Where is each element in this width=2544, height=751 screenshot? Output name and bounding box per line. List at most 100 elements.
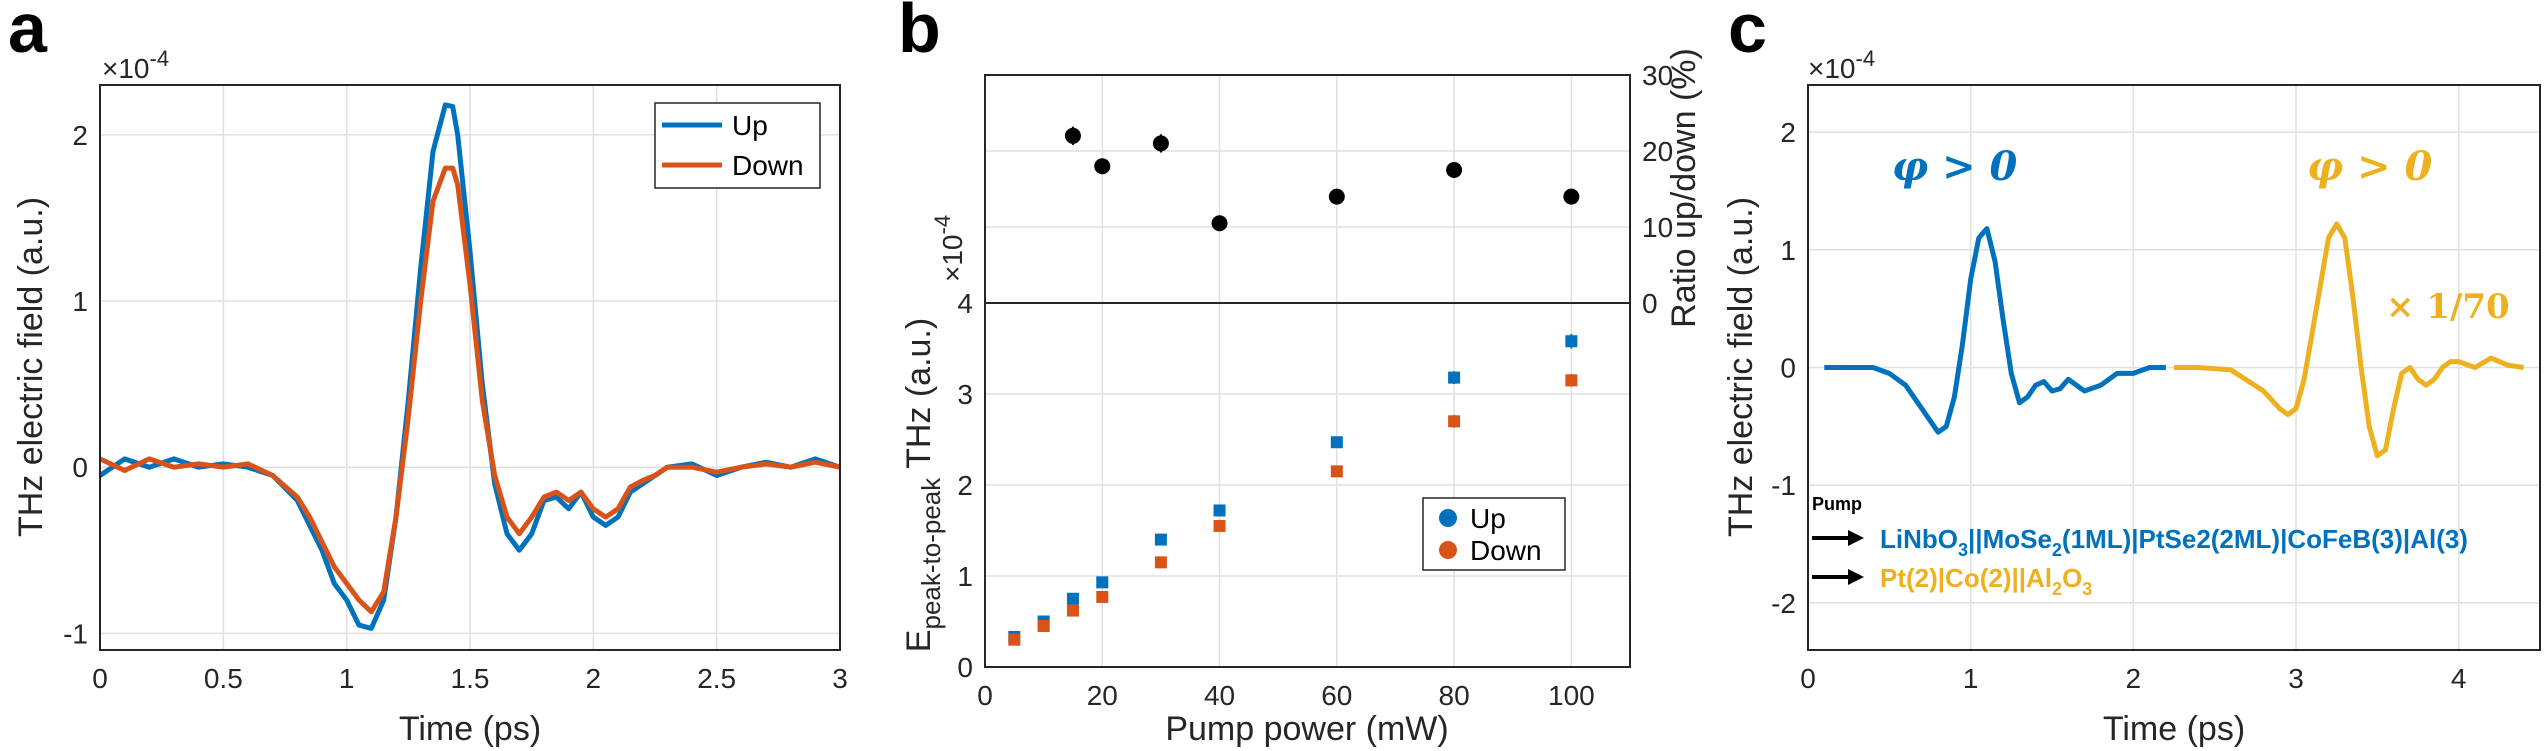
y-tick-label: 0 [957, 652, 973, 683]
panel-b-grid [984, 75, 1630, 667]
panel-a-exponent: ×10-4 [102, 46, 169, 84]
ratio-point [1328, 188, 1345, 205]
up-point [1213, 504, 1226, 517]
x-tick-label: 1 [1963, 663, 1979, 694]
down-point [1008, 633, 1021, 646]
panel-a-legend: Up Down [654, 102, 821, 189]
y2-tick-label: 0 [1642, 288, 1658, 319]
annotation-phi-left: φ > 0 [1892, 143, 2018, 190]
y-tick-label: 2 [957, 470, 973, 501]
up-point [1565, 335, 1578, 348]
panel-c-xlabel: Time (ps) [2103, 710, 2245, 748]
x-tick-label: 0 [92, 663, 108, 694]
sample-2-label: Pt(2)|Co(2)||Al2O3 [1880, 563, 2092, 599]
up-point [1330, 436, 1343, 449]
panel-a-label: a [8, 0, 48, 67]
y-tick-label: 1 [957, 561, 973, 592]
x-tick-label: 2 [586, 663, 602, 694]
ratio-point [1094, 158, 1111, 175]
panel-a-ylabel: THz electric field (a.u.) [12, 197, 50, 537]
legend-down-label: Down [732, 150, 804, 181]
panel-c-series [1824, 221, 2525, 459]
ratio-point [1064, 127, 1081, 144]
legend-up-label: Up [1470, 503, 1506, 534]
legend-box [654, 102, 821, 189]
y-tick-label: 3 [957, 379, 973, 410]
legend-up-marker [1439, 509, 1457, 527]
pump-arrow-1-icon [1812, 530, 1864, 546]
x-tick-label: 40 [1204, 680, 1235, 711]
ratio-point [1563, 188, 1580, 205]
series-linbo3-stack-line [1824, 226, 2166, 435]
y2-tick-label: 20 [1642, 136, 1673, 167]
y-tick-label: 4 [957, 288, 973, 319]
legend-up-label: Up [732, 110, 768, 141]
y-tick-label: 1 [1780, 235, 1796, 266]
annotation-scale-note: × 1/70 [2386, 287, 2510, 327]
down-point [1066, 604, 1079, 617]
x-tick-label: 0 [1800, 663, 1816, 694]
legend-down-label: Down [1470, 535, 1542, 566]
x-tick-label: 2 [2126, 663, 2142, 694]
panel-b-xlabel: Pump power (mW) [1165, 710, 1448, 748]
y-tick-label: 0 [1780, 353, 1796, 384]
x-tick-label: 80 [1439, 680, 1470, 711]
x-tick-label: 1.5 [451, 663, 490, 694]
panel-b-label: b [898, 0, 941, 67]
series-ptco-stack-line [2174, 221, 2525, 459]
sample-1-label: LiNbO3||MoSe2(1ML)|PtSe2(2ML)|CoFeB(3)|A… [1880, 524, 2468, 560]
panel-a-xlabel: Time (ps) [399, 710, 541, 748]
up-point [1066, 592, 1079, 605]
down-point [1154, 556, 1167, 569]
y-tick-label: 1 [72, 286, 88, 317]
annotation-phi-right: φ > 0 [2307, 143, 2433, 190]
panel-c-exponent: ×10-4 [1808, 46, 1875, 84]
x-tick-label: 1 [339, 663, 355, 694]
panel-b-legend: Up Down [1422, 497, 1566, 571]
panel-c-axes-box [1807, 84, 2541, 651]
down-point [1448, 415, 1461, 428]
panel-a-series [98, 102, 841, 631]
ratio-point [1152, 135, 1169, 152]
panel-b-y2label: Ratio up/down (%) [1665, 48, 1703, 328]
y2-tick-label: 30 [1642, 60, 1673, 91]
y-tick-label: -1 [63, 618, 88, 649]
panel-b-ylabel: Epeak-to-peak THz (a.u.) [900, 318, 946, 652]
x-tick-label: 20 [1087, 680, 1118, 711]
down-point [1213, 519, 1226, 532]
up-point [1096, 576, 1109, 589]
x-tick-label: 100 [1548, 680, 1595, 711]
up-point [1448, 371, 1461, 384]
panel-b-exponent: ×10-4 [930, 215, 968, 282]
x-tick-label: 2.5 [697, 663, 736, 694]
y-tick-label: 0 [72, 452, 88, 483]
y2-tick-label: 10 [1642, 212, 1673, 243]
panel-c-ylabel: THz electric field (a.u.) [1722, 197, 1760, 537]
up-point [1154, 533, 1167, 546]
ratio-point [1446, 162, 1463, 178]
y-tick-label: 2 [72, 120, 88, 151]
ratio-point [1211, 215, 1228, 232]
y-tick-label: -2 [1771, 588, 1796, 619]
down-point [1330, 465, 1343, 478]
x-tick-label: 60 [1321, 680, 1352, 711]
down-point [1037, 620, 1050, 633]
y-tick-label: 2 [1780, 117, 1796, 148]
panel-c-label: c [1728, 0, 1767, 67]
down-point [1096, 590, 1109, 603]
x-tick-label: 0 [977, 680, 993, 711]
y-tick-label: -1 [1771, 470, 1796, 501]
down-point [1565, 374, 1578, 387]
series-down-line [98, 165, 841, 615]
panel-a-axes-box [99, 84, 841, 651]
legend-down-marker [1439, 541, 1457, 559]
pump-arrow-2-icon [1812, 569, 1864, 585]
x-tick-label: 4 [2451, 663, 2467, 694]
panel-b-points [1008, 126, 1580, 646]
panel-c-ticks: 0 1 2 3 4 -2 -1 0 1 2 [1771, 117, 2466, 694]
